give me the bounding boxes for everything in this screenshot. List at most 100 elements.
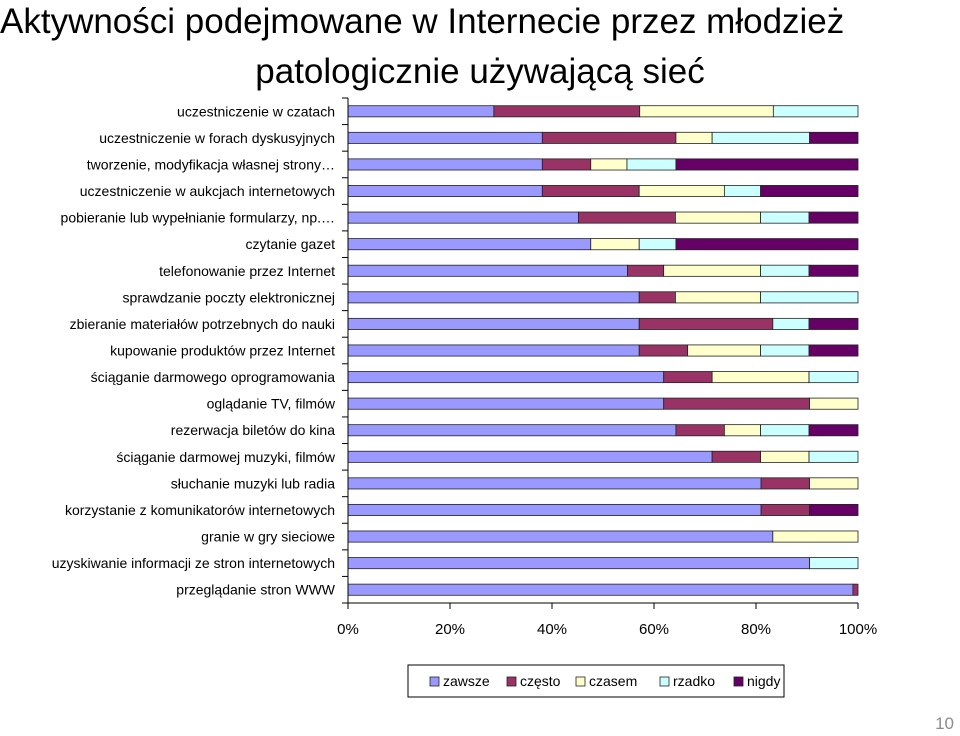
category-label: pobieranie lub wypełnianie formularzy, n… (61, 210, 335, 226)
category-label: rezerwacja biletów do kina (171, 422, 335, 438)
bar-segment-rzadko (638, 238, 677, 251)
legend-label-rzadko: rzadko (673, 673, 715, 689)
bar-segment-nigdy (808, 211, 859, 224)
bar-segment-często (578, 211, 676, 224)
bar-segment-czasem (711, 371, 810, 384)
category-label: kupowanie produktów przez Internet (110, 343, 335, 359)
legend-swatch-nigdy (733, 676, 744, 687)
bar-segment-rzadko (760, 211, 810, 224)
legend-swatch-zawsze (429, 676, 440, 687)
bar-segment-zawsze (347, 530, 774, 543)
legend-label-często: często (520, 673, 561, 689)
bar-segment-czasem (663, 264, 761, 277)
bar-segment-czasem (590, 238, 640, 251)
bar-segment-często (627, 264, 665, 277)
bar-segment-czasem (772, 530, 859, 543)
bar-segment-zawsze (347, 450, 713, 463)
bar-segment-czasem (675, 131, 713, 144)
bar-segment-zawsze (347, 477, 762, 490)
x-tick-label: 80% (741, 621, 771, 638)
x-tick-label: 60% (639, 621, 669, 638)
bar-segment-często (760, 503, 810, 516)
bar-segment-zawsze (347, 424, 677, 437)
legend: zawsze często czasem rzadko nigdy (407, 664, 785, 698)
bar-segment-często (638, 291, 676, 304)
category-label: czytanie gazet (246, 236, 336, 252)
bar-segment-często (638, 317, 774, 330)
category-label: ściąganie darmowego oprogramowania (91, 369, 336, 385)
legend-label-zawsze: zawsze (443, 673, 490, 689)
bar-segment-rzadko (772, 105, 859, 118)
bar-segment-rzadko (723, 185, 761, 198)
bar-segment-rzadko (760, 291, 859, 304)
bar-segment-zawsze (347, 185, 543, 198)
category-label: uczestniczenie w czatach (177, 103, 335, 119)
legend-swatch-często (506, 676, 517, 687)
bar-segment-często (663, 397, 810, 410)
bar-segment-zawsze (347, 557, 810, 570)
slide-title-line-1: Aktywności podejmowane w Internecie prze… (0, 2, 845, 41)
category-label: uczestniczenie w aukcjach internetowych (80, 183, 335, 199)
slide-title: Aktywności podejmowane w Internecie prze… (0, 0, 960, 94)
bar-segment-zawsze (347, 238, 592, 251)
bar-segment-zawsze (347, 344, 640, 357)
bar-segment-czasem (760, 450, 810, 463)
legend-label-czasem: czasem (589, 673, 637, 689)
bar-segment-rzadko (760, 344, 810, 357)
bar-segment-czasem (809, 397, 859, 410)
legend-label-nigdy: nigdy (747, 673, 780, 689)
bar-segment-czasem (809, 477, 859, 490)
bar-segment-rzadko (760, 264, 810, 277)
bar-segment-czasem (723, 424, 761, 437)
bar-segment-czasem (687, 344, 761, 357)
bar-segment-często (711, 450, 761, 463)
bar-segment-nigdy (808, 264, 859, 277)
bars-layer (347, 105, 859, 596)
bar-segment-czasem (590, 158, 628, 171)
bar-segment-rzadko (760, 424, 810, 437)
category-labels: uczestniczenie w czatach uczestniczenie w… (52, 103, 336, 597)
bar-segment-rzadko (626, 158, 677, 171)
bar-segment-zawsze (347, 131, 543, 144)
x-tick-label: 20% (435, 621, 465, 638)
bar-segment-nigdy (760, 185, 859, 198)
category-label: korzystanie z komunikatorów internetowyc… (65, 502, 335, 518)
bar-segment-nigdy (675, 158, 859, 171)
bar-segment-rzadko (808, 450, 859, 463)
bar-segment-zawsze (347, 158, 543, 171)
bar-segment-często (638, 344, 689, 357)
category-label: granie w gry sieciowe (201, 529, 335, 545)
bar-segment-nigdy (675, 238, 859, 251)
bar-segment-nigdy (809, 131, 859, 144)
bar-segment-czasem (638, 185, 725, 198)
bar-segment-rzadko (772, 317, 810, 330)
bar-segment-nigdy (808, 424, 859, 437)
bar-segment-zawsze (347, 317, 640, 330)
bar-segment-rzadko (808, 371, 859, 384)
x-tick-labels: 0% 20% 40% 60% 80% 100% (337, 621, 877, 638)
bar-segment-zawsze (347, 291, 640, 304)
bar-segment-często (760, 477, 810, 490)
category-label: tworzenie, modyfikacja własnej strony… (87, 156, 335, 172)
category-label: telefonowanie przez Internet (159, 263, 335, 279)
page-number: 10 (935, 714, 954, 733)
bar-segment-zawsze (347, 105, 495, 118)
bar-segment-czasem (639, 105, 774, 118)
bar-segment-nigdy (808, 317, 859, 330)
bar-segment-czasem (675, 291, 761, 304)
bar-segment-często (493, 105, 641, 118)
bar-segment-zawsze (347, 583, 854, 596)
bar-segment-zawsze (347, 211, 579, 224)
bar-segment-rzadko (809, 557, 859, 570)
bar-segment-często (675, 424, 725, 437)
bar-segment-zawsze (347, 503, 762, 516)
legend-box (407, 664, 785, 698)
bar-segment-zawsze (347, 264, 628, 277)
category-label: przeglądanie stron WWW (176, 582, 336, 598)
category-label: oglądanie TV, filmów (207, 396, 336, 412)
bar-segment-często (541, 131, 677, 144)
bar-segment-zawsze (347, 371, 665, 384)
bar-segment-rzadko (711, 131, 810, 144)
bar-segment-często (663, 371, 713, 384)
bar-segment-często (541, 185, 640, 198)
